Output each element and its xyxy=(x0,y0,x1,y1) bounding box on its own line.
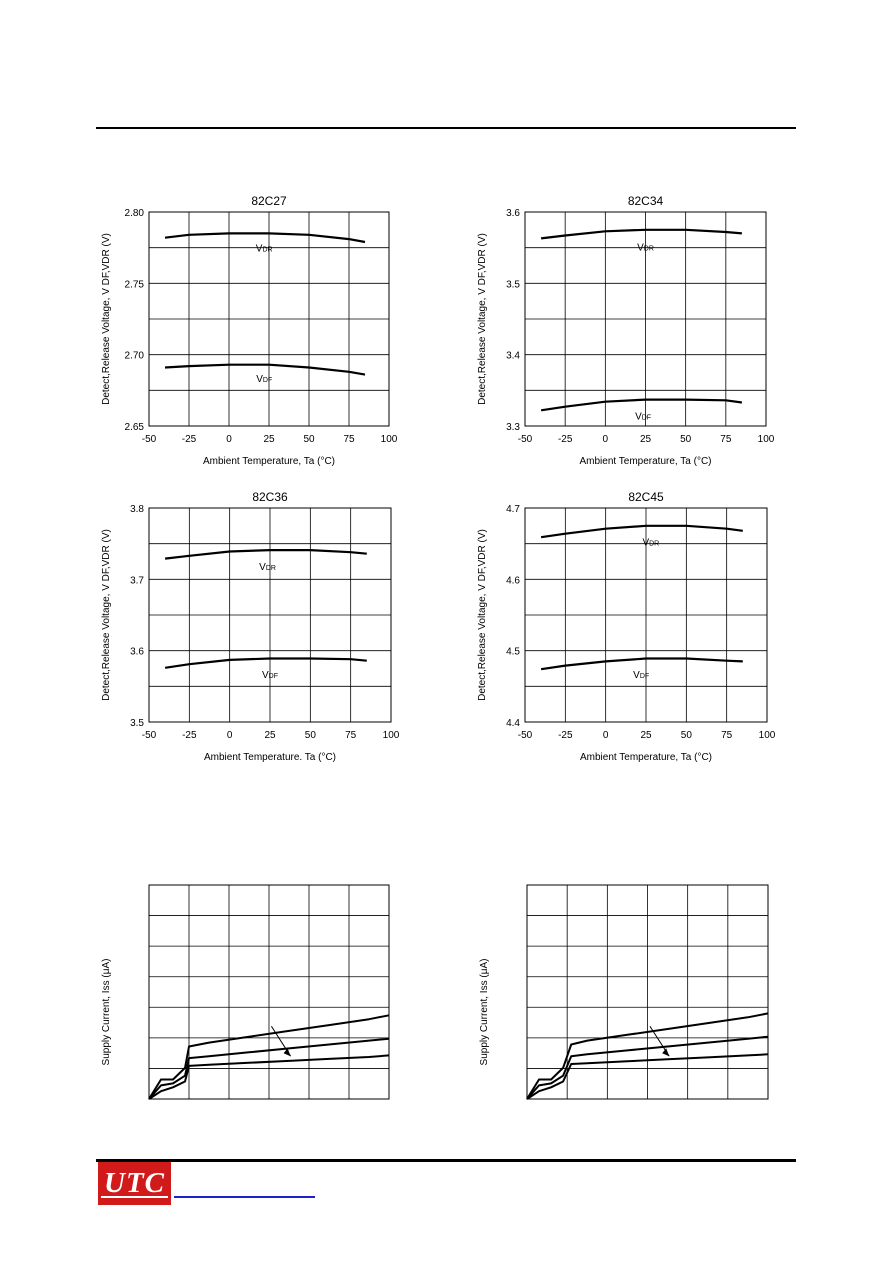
chart-0-xtick-5: 75 xyxy=(343,434,355,445)
chart-0-ylabel: Detect,Release Voltage, V DF,VDR (V) xyxy=(101,233,112,405)
chart-2-xtick-5: 75 xyxy=(345,730,357,741)
chart-2-series-0-label: VDR xyxy=(259,562,276,573)
chart-2-ytick-1: 3.6 xyxy=(130,647,144,658)
chart-5-series-1 xyxy=(526,1035,769,1100)
chart-4-ylabel: Supply Current, Iss (μA) xyxy=(101,959,112,1066)
chart-2-xtick-0: -50 xyxy=(142,730,157,741)
chart-1-xtick-2: 0 xyxy=(603,434,609,445)
chart-3-xtick-3: 25 xyxy=(640,730,652,741)
chart-0-title: 82C27 xyxy=(251,194,287,208)
chart-1-series-0 xyxy=(540,228,742,240)
chart-1-ytick-1: 3.4 xyxy=(506,351,520,362)
chart-2-ytick-0: 3.5 xyxy=(130,718,144,729)
chart-1-xtick-0: -50 xyxy=(518,434,533,445)
utc-logo: UTC xyxy=(98,1162,171,1205)
chart-0-ytick-1: 2.70 xyxy=(125,351,145,362)
chart-1-ytick-2: 3.5 xyxy=(506,279,520,290)
chart-3-xtick-6: 100 xyxy=(759,730,776,741)
chart-5-series-0 xyxy=(526,1012,769,1100)
chart-3-ytick-0: 4.4 xyxy=(506,718,520,729)
chart-2-ylabel: Detect,Release Voltage, V DF,VDR (V) xyxy=(101,529,112,701)
chart-1-xlabel: Ambient Temperature, Ta (°C) xyxy=(579,456,711,467)
footer-link[interactable] xyxy=(174,1196,315,1198)
chart-5-ylabel: Supply Current, Iss (μA) xyxy=(479,959,490,1066)
chart-0-ytick-2: 2.75 xyxy=(125,279,145,290)
chart-3-series-0-label: VDR xyxy=(642,538,659,549)
chart-0-series-0 xyxy=(164,232,366,244)
chart-3-xtick-1: -25 xyxy=(558,730,573,741)
chart-2-xtick-3: 25 xyxy=(264,730,276,741)
chart-0-series-0-label: VDR xyxy=(256,244,273,255)
chart-3-ytick-3: 4.7 xyxy=(506,504,520,515)
chart-2-xtick-4: 50 xyxy=(305,730,317,741)
chart-0-xlabel: Ambient Temperature, Ta (°C) xyxy=(203,456,335,467)
chart-1-series-1 xyxy=(540,398,743,412)
chart-0-ytick-0: 2.65 xyxy=(125,422,145,433)
chart-1-xtick-1: -25 xyxy=(558,434,573,445)
chart-3-series-1 xyxy=(540,657,743,671)
chart-1-xtick-5: 75 xyxy=(720,434,732,445)
chart-3-title: 82C45 xyxy=(628,490,664,504)
chart-0-series-1 xyxy=(164,363,366,376)
chart-3-series-1-label: VDF xyxy=(633,670,649,681)
chart-1-xtick-6: 100 xyxy=(758,434,775,445)
chart-2-xtick-1: -25 xyxy=(182,730,197,741)
chart-1-ylabel: Detect,Release Voltage, V DF,VDR (V) xyxy=(477,233,488,405)
chart-2-xtick-6: 100 xyxy=(383,730,400,741)
chart-1-ytick-3: 3.6 xyxy=(506,208,520,219)
utc-logo-text: UTC xyxy=(104,1167,165,1199)
chart-3-xtick-5: 75 xyxy=(721,730,733,741)
chart-0-xtick-6: 100 xyxy=(381,434,398,445)
chart-0-ytick-3: 2.80 xyxy=(125,208,145,219)
chart-2-title: 82C36 xyxy=(252,490,288,504)
chart-1-series-0-label: VDR xyxy=(637,242,654,253)
chart-4-series-2 xyxy=(148,1054,390,1100)
chart-3-series-0 xyxy=(540,524,743,539)
chart-0-xtick-4: 50 xyxy=(303,434,315,445)
utc-logo-underline xyxy=(101,1196,168,1198)
chart-0-series-1-label: VDF xyxy=(256,374,272,385)
chart-4-series-0 xyxy=(148,1014,390,1100)
chart-1-ytick-0: 3.3 xyxy=(506,422,520,433)
chart-0-xtick-3: 25 xyxy=(263,434,275,445)
chart-0-xtick-0: -50 xyxy=(142,434,157,445)
chart-2-ytick-2: 3.7 xyxy=(130,575,144,586)
chart-0-xtick-2: 0 xyxy=(226,434,232,445)
chart-1-xtick-3: 25 xyxy=(640,434,652,445)
chart-2-series-1 xyxy=(164,657,367,669)
chart-3-ylabel: Detect,Release Voltage, V DF,VDR (V) xyxy=(477,529,488,701)
chart-3-xlabel: Ambient Temperature, Ta (°C) xyxy=(580,752,712,763)
header-rule xyxy=(96,127,796,129)
chart-5-arrow-head xyxy=(662,1048,670,1057)
chart-0-xtick-1: -25 xyxy=(182,434,197,445)
chart-3-ytick-1: 4.5 xyxy=(506,647,520,658)
chart-4-arrow-head xyxy=(283,1048,291,1057)
chart-2-ytick-3: 3.8 xyxy=(130,504,144,515)
chart-3-xtick-2: 0 xyxy=(603,730,609,741)
chart-2-xtick-2: 0 xyxy=(227,730,233,741)
footer-rule xyxy=(96,1159,796,1162)
chart-3-xtick-4: 50 xyxy=(681,730,693,741)
chart-2-xlabel: Ambient Temperature. Ta (°C) xyxy=(204,752,336,763)
chart-1-xtick-4: 50 xyxy=(680,434,692,445)
chart-1-series-1-label: VDF xyxy=(635,411,651,422)
chart-4-series-1 xyxy=(148,1037,390,1100)
chart-2-series-0 xyxy=(164,549,367,560)
chart-3-xtick-0: -50 xyxy=(518,730,533,741)
chart-2-series-1-label: VDF xyxy=(262,670,278,681)
chart-5-series-2 xyxy=(526,1053,769,1100)
chart-1-title: 82C34 xyxy=(628,194,664,208)
chart-3-ytick-2: 4.6 xyxy=(506,575,520,586)
